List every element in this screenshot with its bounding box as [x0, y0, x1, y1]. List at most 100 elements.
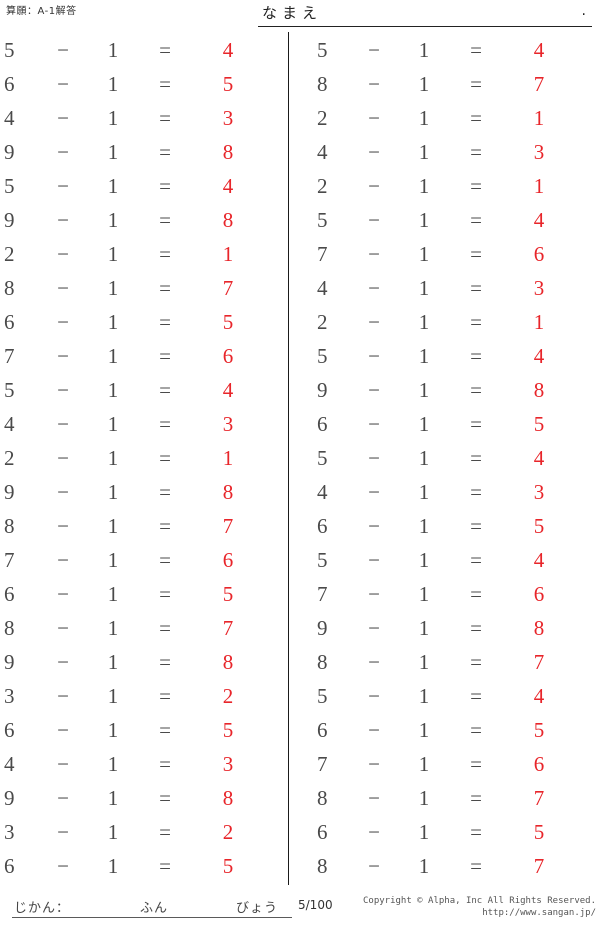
operand-first: 2 — [4, 446, 15, 470]
minus-operator: − — [57, 446, 69, 470]
answer-value[interactable]: 6 — [222, 548, 234, 572]
answer-value[interactable]: 4 — [533, 446, 545, 470]
problem-row: 2 − 1 = 1 — [291, 169, 579, 203]
answer-value[interactable]: 2 — [222, 684, 234, 708]
answer-value[interactable]: 1 — [533, 310, 545, 334]
operand-first: 8 — [317, 854, 328, 878]
minus-operator: − — [57, 38, 69, 62]
equals-sign: = — [470, 276, 482, 300]
minus-operator: − — [368, 310, 380, 334]
answer-value[interactable]: 4 — [222, 378, 234, 402]
problem-row: 2 − 1 = 1 — [0, 237, 288, 271]
minus-operator: − — [368, 344, 380, 368]
problem-row: 9 − 1 = 8 — [0, 645, 288, 679]
answer-value[interactable]: 4 — [533, 548, 545, 572]
answer-value[interactable]: 7 — [533, 72, 545, 96]
minus-operator: − — [57, 786, 69, 810]
minus-operator: − — [368, 752, 380, 776]
answer-value[interactable]: 7 — [533, 786, 545, 810]
answer-value[interactable]: 4 — [533, 208, 545, 232]
answer-value[interactable]: 5 — [533, 514, 545, 538]
equals-sign: = — [470, 310, 482, 334]
answer-value[interactable]: 1 — [533, 174, 545, 198]
answer-value[interactable]: 6 — [533, 582, 545, 606]
answer-value[interactable]: 3 — [533, 140, 545, 164]
operand-first: 6 — [317, 820, 328, 844]
operand-first: 8 — [4, 276, 15, 300]
equals-sign: = — [470, 344, 482, 368]
operand-first: 6 — [317, 514, 328, 538]
operand-second: 1 — [418, 378, 430, 402]
page-header: 算願：A-1解答 なまえ . — [0, 0, 600, 30]
answer-value[interactable]: 4 — [533, 684, 545, 708]
minus-operator: − — [57, 582, 69, 606]
minus-operator: − — [57, 820, 69, 844]
operand-second: 1 — [107, 752, 119, 776]
answer-value[interactable]: 8 — [222, 480, 234, 504]
page-title: 算願：A-1解答 — [6, 6, 77, 17]
answer-value[interactable]: 5 — [533, 718, 545, 742]
minus-operator: − — [57, 106, 69, 130]
answer-value[interactable]: 6 — [533, 242, 545, 266]
minus-operator: − — [57, 548, 69, 572]
answer-value[interactable]: 6 — [222, 344, 234, 368]
answer-value[interactable]: 1 — [222, 242, 234, 266]
answer-value[interactable]: 4 — [533, 344, 545, 368]
answer-value[interactable]: 3 — [222, 752, 234, 776]
operand-first: 6 — [4, 582, 15, 606]
answer-value[interactable]: 2 — [222, 820, 234, 844]
operand-second: 1 — [107, 480, 119, 504]
minus-operator: − — [57, 242, 69, 266]
answer-value[interactable]: 3 — [533, 276, 545, 300]
answer-value[interactable]: 5 — [533, 820, 545, 844]
answer-value[interactable]: 3 — [533, 480, 545, 504]
answer-value[interactable]: 4 — [222, 174, 234, 198]
problem-row: 9 − 1 = 8 — [291, 611, 579, 645]
answer-value[interactable]: 7 — [222, 276, 234, 300]
answer-value[interactable]: 1 — [533, 106, 545, 130]
answer-value[interactable]: 5 — [222, 310, 234, 334]
answer-value[interactable]: 7 — [222, 616, 234, 640]
operand-first: 5 — [4, 38, 15, 62]
answer-value[interactable]: 3 — [222, 412, 234, 436]
answer-value[interactable]: 4 — [222, 38, 234, 62]
answer-value[interactable]: 8 — [222, 140, 234, 164]
answer-value[interactable]: 5 — [222, 72, 234, 96]
equals-sign: = — [470, 514, 482, 538]
problem-row: 4 − 1 = 3 — [0, 747, 288, 781]
name-field[interactable]: なまえ . — [258, 0, 592, 27]
answer-value[interactable]: 6 — [533, 752, 545, 776]
operand-second: 1 — [107, 684, 119, 708]
minus-operator: − — [57, 378, 69, 402]
equals-sign: = — [470, 106, 482, 130]
answer-value[interactable]: 7 — [533, 650, 545, 674]
answer-value[interactable]: 3 — [222, 106, 234, 130]
answer-value[interactable]: 8 — [533, 378, 545, 402]
answer-value[interactable]: 7 — [533, 854, 545, 878]
answer-value[interactable]: 8 — [222, 650, 234, 674]
minus-operator: − — [57, 854, 69, 878]
operand-first: 5 — [317, 684, 328, 708]
operand-second: 1 — [418, 106, 430, 130]
answer-value[interactable]: 1 — [222, 446, 234, 470]
operand-second: 1 — [107, 72, 119, 96]
minus-operator: − — [57, 616, 69, 640]
answer-value[interactable]: 8 — [222, 208, 234, 232]
operand-first: 2 — [317, 310, 328, 334]
operand-first: 8 — [317, 786, 328, 810]
answer-value[interactable]: 5 — [222, 718, 234, 742]
operand-first: 6 — [317, 412, 328, 436]
answer-value[interactable]: 8 — [533, 616, 545, 640]
equals-sign: = — [470, 72, 482, 96]
answer-value[interactable]: 5 — [222, 854, 234, 878]
answer-value[interactable]: 4 — [533, 38, 545, 62]
answer-value[interactable]: 8 — [222, 786, 234, 810]
problem-row: 3 − 1 = 2 — [0, 815, 288, 849]
answer-value[interactable]: 5 — [222, 582, 234, 606]
answer-value[interactable]: 5 — [533, 412, 545, 436]
minus-operator: − — [57, 514, 69, 538]
operand-first: 8 — [317, 650, 328, 674]
operand-first: 4 — [4, 106, 15, 130]
time-field[interactable]: じかん： ふん びょう — [12, 895, 292, 918]
answer-value[interactable]: 7 — [222, 514, 234, 538]
